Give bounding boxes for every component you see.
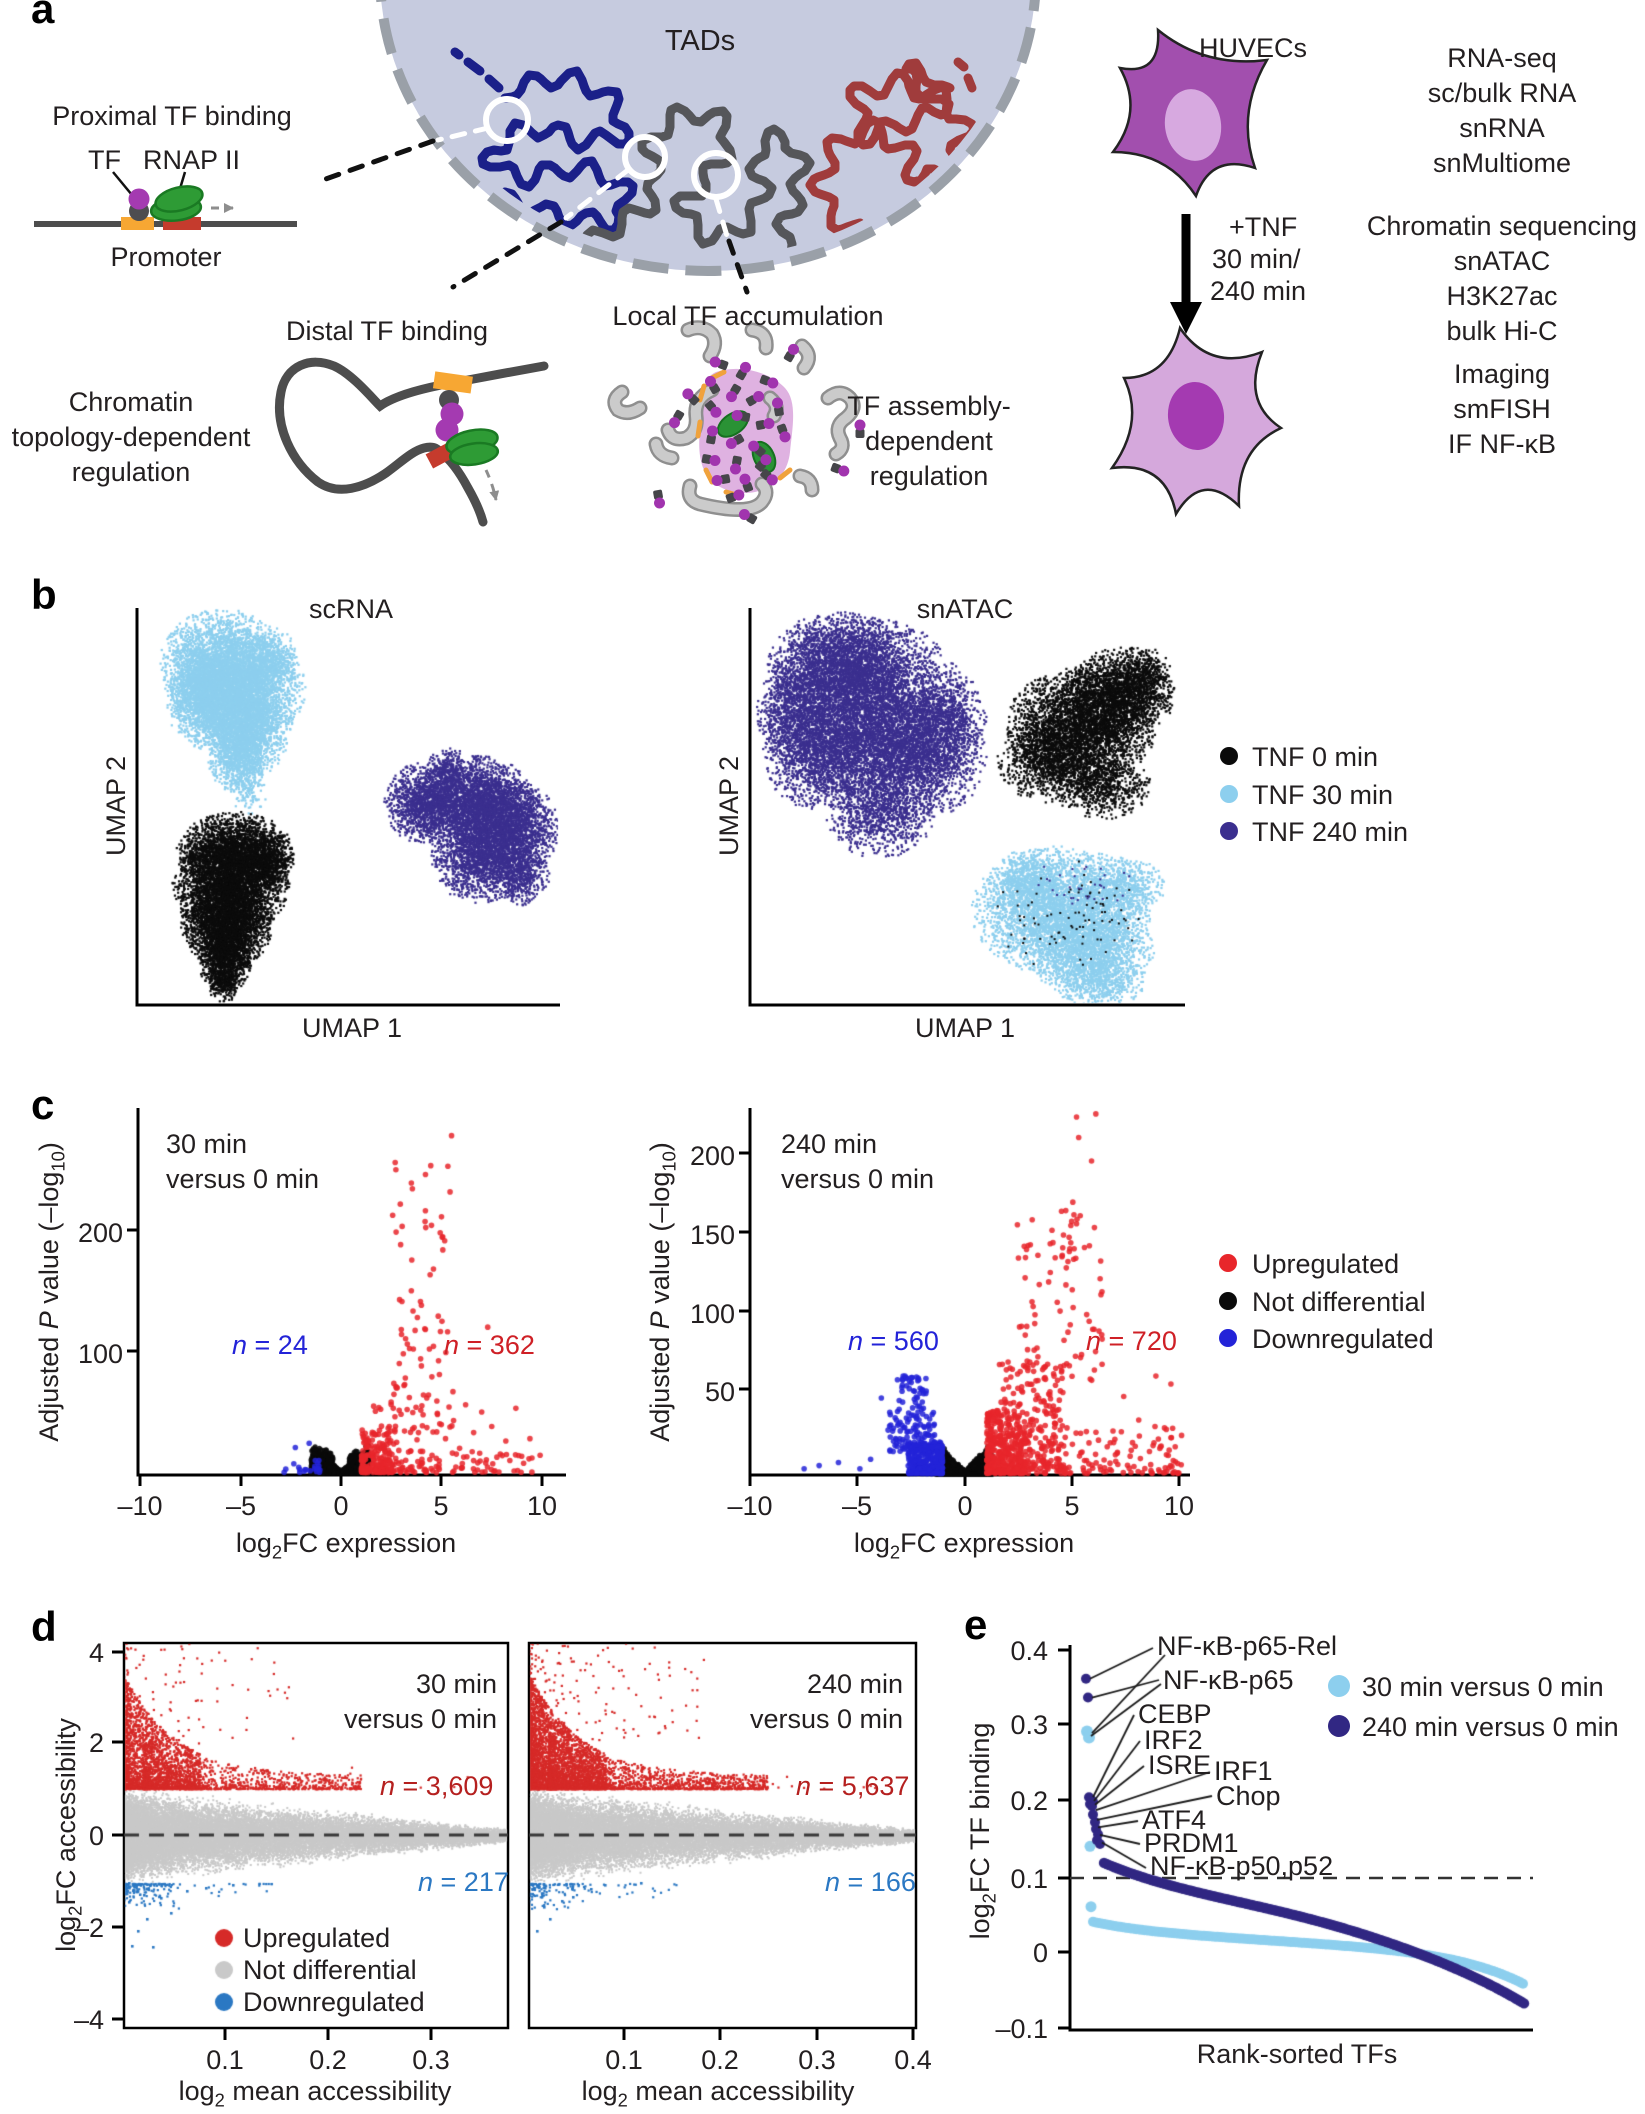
svg-text:TADs: TADs [665, 25, 735, 57]
